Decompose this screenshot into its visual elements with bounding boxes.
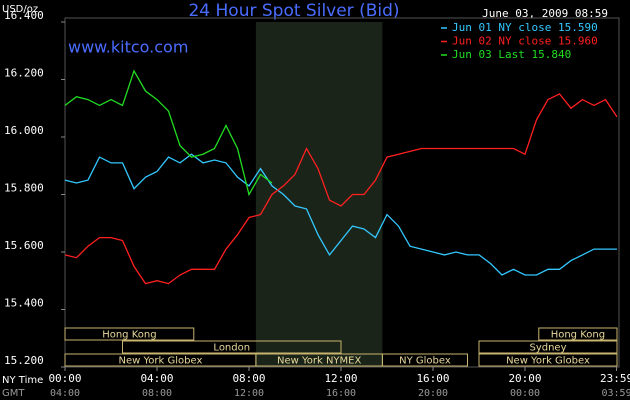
x2-axis-label: GMT xyxy=(2,388,25,399)
y-axis-label: USD/oz xyxy=(2,4,38,15)
session-label: London xyxy=(213,343,250,354)
legend-label: Jun 01 NY close 15.590 xyxy=(452,21,598,34)
legend-label: Jun 02 NY close 15.960 xyxy=(452,35,598,48)
session-box xyxy=(64,327,195,341)
x-tick-label: 08:00 xyxy=(232,372,265,385)
series-line xyxy=(64,153,617,276)
series-line xyxy=(64,69,273,197)
session-label: Hong Kong xyxy=(102,330,156,341)
session-box xyxy=(478,353,618,367)
x2-tick-label: 16:00 xyxy=(326,388,356,399)
legend-label: Jun 03 Last 15.840 xyxy=(452,48,571,61)
x2-tick-label: 03:59 xyxy=(601,388,630,399)
plot-frame xyxy=(64,17,620,368)
session-box xyxy=(122,340,342,354)
x2-tick-label: 08:00 xyxy=(142,388,172,399)
x-tick-label: 12:00 xyxy=(324,372,357,385)
x-tick-label: 00:00 xyxy=(48,372,81,385)
y-tick-label: 15.200 xyxy=(4,354,44,367)
x2-tick-label: 12:00 xyxy=(234,388,264,399)
chart-title: 24 Hour Spot Silver (Bid) xyxy=(188,1,399,21)
x-tick-label: 20:00 xyxy=(508,372,541,385)
x-axis-label: NY Time xyxy=(2,375,43,386)
x-tick-label: 16:00 xyxy=(416,372,449,385)
session-label: New York Globex xyxy=(119,356,203,367)
y-tick-label: 16.000 xyxy=(4,124,44,137)
session-label: Hong Kong xyxy=(551,330,605,341)
y-tick-label: 15.400 xyxy=(4,297,44,310)
session-box xyxy=(381,353,468,367)
session-label: New York Globex xyxy=(506,356,590,367)
y-tick-label: 15.800 xyxy=(4,182,44,195)
x-tick-label: 23:59 xyxy=(600,372,630,385)
watermark: www.kitco.com xyxy=(68,38,188,57)
x2-tick-label: 00:00 xyxy=(510,388,540,399)
y-tick-label: 15.600 xyxy=(4,239,44,252)
x2-tick-label: 20:00 xyxy=(418,388,448,399)
x-tick-label: 04:00 xyxy=(140,372,173,385)
session-label: Sydney xyxy=(529,343,566,354)
timestamp: June 03, 2009 08:59 xyxy=(482,7,608,20)
session-label: New York NYMEX xyxy=(277,356,362,367)
x2-tick-label: 04:00 xyxy=(50,388,80,399)
session-label: NY Globex xyxy=(399,356,451,367)
session-box xyxy=(478,340,618,354)
y-tick-label: 16.200 xyxy=(4,67,44,80)
series-line xyxy=(64,93,618,285)
y-tick-label: 16.400 xyxy=(4,9,44,22)
session-box xyxy=(538,327,618,341)
